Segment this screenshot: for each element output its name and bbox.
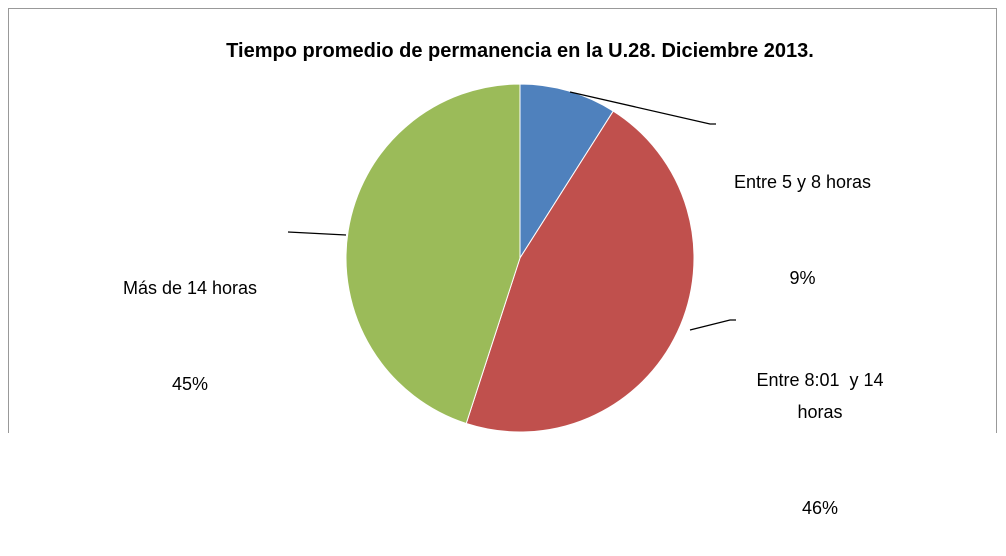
pie-slice: [519, 83, 614, 260]
chart-frame: [8, 8, 997, 433]
chart: Tiempo promedio de permanencia en la U.2…: [8, 8, 997, 518]
leader-line: [287, 231, 347, 236]
chart-canvas: [8, 8, 997, 433]
slice-label: Entre 8:01 y 14 horas 46%: [735, 300, 905, 556]
category-label: Entre 8:01 y 14 horas: [756, 370, 889, 422]
leader-line: [689, 319, 736, 331]
value-label: 45%: [171, 374, 209, 394]
chart-title: Tiempo promedio de permanencia en la U.2…: [226, 40, 814, 62]
category-label: Más de 14 horas: [122, 278, 258, 298]
slice-label: Más de 14 horas 45%: [95, 208, 285, 432]
value-label: 9%: [789, 268, 816, 288]
pie-slice: [465, 110, 695, 433]
slice-label: Entre 5 y 8 horas 9%: [715, 102, 890, 326]
value-label: 46%: [801, 498, 839, 518]
leader-line: [569, 91, 716, 125]
pie-slice: [345, 83, 521, 425]
category-label: Entre 5 y 8 horas: [733, 172, 872, 192]
